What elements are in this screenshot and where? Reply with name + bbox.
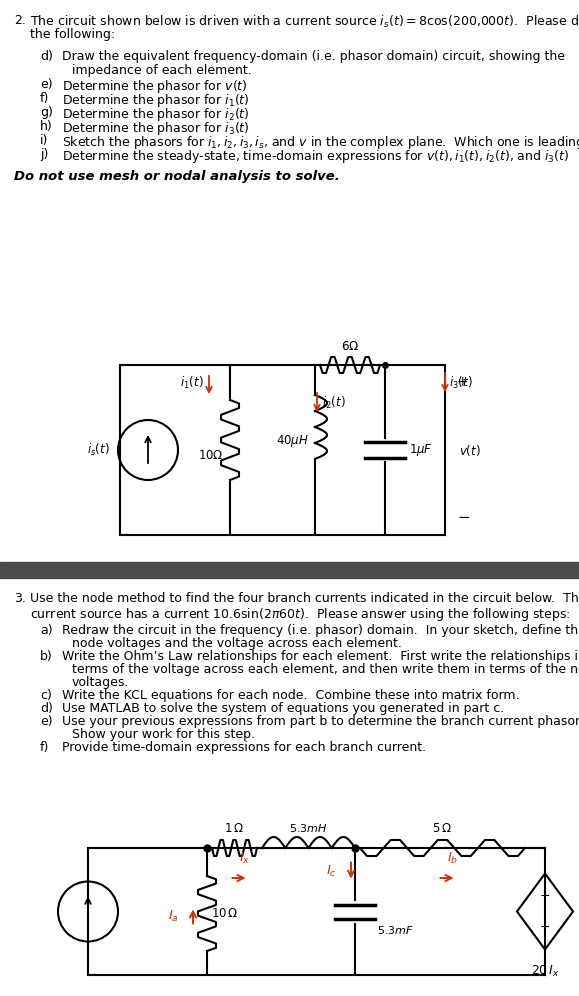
Text: f): f) [40,741,49,754]
Text: Determine the phasor for $i_2(t)$: Determine the phasor for $i_2(t)$ [62,106,250,123]
Text: Determine the phasor for $i_3(t)$: Determine the phasor for $i_3(t)$ [62,120,250,137]
Text: $I_x$: $I_x$ [239,851,250,866]
Text: 3.: 3. [14,592,26,605]
Text: $I_a$: $I_a$ [168,909,179,924]
Text: $1\,\Omega$: $1\,\Omega$ [225,822,244,835]
Text: Redraw the circuit in the frequency (i.e. phasor) domain.  In your sketch, defin: Redraw the circuit in the frequency (i.e… [62,624,579,637]
Text: voltages.: voltages. [72,676,129,689]
Text: Determine the phasor for $i_1(t)$: Determine the phasor for $i_1(t)$ [62,92,250,109]
Text: The circuit shown below is driven with a current source $i_s(t) = 8\cos(200{,}00: The circuit shown below is driven with a… [30,14,579,30]
Text: d): d) [40,702,53,715]
Text: impedance of each element.: impedance of each element. [72,64,252,77]
Text: $i_3(t)$: $i_3(t)$ [449,374,472,391]
Text: Determine the phasor for $v(t)$: Determine the phasor for $v(t)$ [62,78,248,95]
Text: $10\,\Omega$: $10\,\Omega$ [211,907,239,920]
Text: f): f) [40,92,49,105]
Text: $6\Omega$: $6\Omega$ [341,340,359,353]
Text: $5.3mF$: $5.3mF$ [377,923,414,935]
Text: $i_1(t)$: $i_1(t)$ [180,374,204,391]
Text: $v(t)$: $v(t)$ [459,442,481,457]
Text: current source has a current $10.6\sin(2\pi 60t)$.  Please answer using the foll: current source has a current $10.6\sin(2… [30,606,571,623]
Text: a): a) [40,624,53,637]
Text: i): i) [40,134,49,147]
Text: Do not use mesh or nodal analysis to solve.: Do not use mesh or nodal analysis to sol… [14,170,340,183]
Text: the following:: the following: [30,28,115,41]
Text: b): b) [40,650,53,663]
Text: $10\Omega$: $10\Omega$ [199,448,224,461]
Text: −: − [457,510,470,525]
Bar [0,562,579,578]
Text: e): e) [40,715,53,728]
Text: Use the node method to find the four branch currents indicated in the circuit be: Use the node method to find the four bra… [30,592,579,605]
Text: $20\,I_x$: $20\,I_x$ [530,963,559,979]
Text: +: + [457,375,468,389]
Text: Show your work for this step.: Show your work for this step. [72,728,255,741]
Text: d): d) [40,50,53,63]
Text: e): e) [40,78,53,91]
Text: Sketch the phasors for $i_1, i_2, i_3, i_s$, and $v$ in the complex plane.  Whic: Sketch the phasors for $i_1, i_2, i_3, i… [62,134,579,151]
Text: 2.: 2. [14,14,26,27]
Text: j): j) [40,148,49,161]
Text: Write the KCL equations for each node.  Combine these into matrix form.: Write the KCL equations for each node. C… [62,689,519,702]
Text: $I_b$: $I_b$ [447,851,458,866]
Text: $40\mu H$: $40\mu H$ [276,433,309,449]
Text: terms of the voltage across each element, and then write them in terms of the no: terms of the voltage across each element… [72,663,579,676]
Text: c): c) [40,689,52,702]
Text: $i_s(t)$: $i_s(t)$ [87,442,110,458]
Text: node voltages and the voltage across each element.: node voltages and the voltage across eac… [72,637,402,650]
Text: Use MATLAB to solve the system of equations you generated in part c.: Use MATLAB to solve the system of equati… [62,702,504,715]
Text: $I_c$: $I_c$ [326,864,337,879]
Text: Use your previous expressions from part b to determine the branch current phasor: Use your previous expressions from part … [62,715,579,728]
Text: Provide time-domain expressions for each branch current.: Provide time-domain expressions for each… [62,741,426,754]
Text: $i_2(t)$: $i_2(t)$ [322,395,346,411]
Text: $5.3mH$: $5.3mH$ [290,822,328,834]
Text: +: + [540,889,550,902]
Text: −: − [540,921,550,934]
Text: Determine the steady-state, time-domain expressions for $v(t), i_1(t), i_2(t)$, : Determine the steady-state, time-domain … [62,148,570,165]
Text: g): g) [40,106,53,119]
Text: $5\,\Omega$: $5\,\Omega$ [433,822,453,835]
Text: h): h) [40,120,53,133]
Text: Write the Ohm’s Law relationships for each element.  First write the relationshi: Write the Ohm’s Law relationships for ea… [62,650,579,663]
Text: Draw the equivalent frequency-domain (i.e. phasor domain) circuit, showing the: Draw the equivalent frequency-domain (i.… [62,50,565,63]
Text: $1\mu F$: $1\mu F$ [409,442,433,458]
